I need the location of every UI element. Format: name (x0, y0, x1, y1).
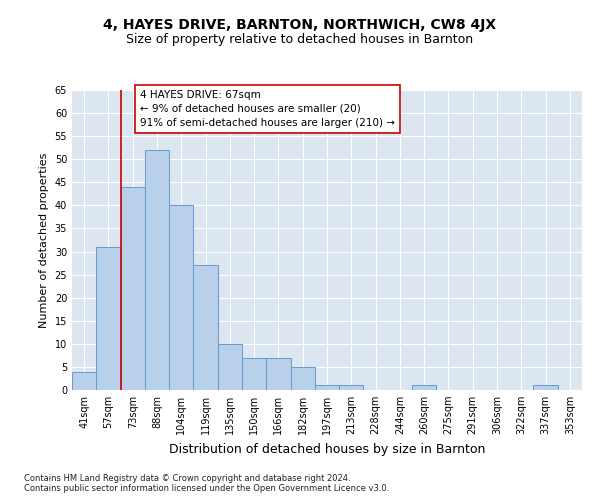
Text: Contains public sector information licensed under the Open Government Licence v3: Contains public sector information licen… (24, 484, 389, 493)
Text: Size of property relative to detached houses in Barnton: Size of property relative to detached ho… (127, 32, 473, 46)
X-axis label: Distribution of detached houses by size in Barnton: Distribution of detached houses by size … (169, 442, 485, 456)
Bar (315, 386, 339, 390)
Text: Contains HM Land Registry data © Crown copyright and database right 2024.: Contains HM Land Registry data © Crown c… (24, 474, 350, 483)
Bar (412, 386, 436, 390)
Bar (266, 358, 290, 390)
Y-axis label: Number of detached properties: Number of detached properties (39, 152, 49, 328)
Bar (121, 187, 145, 390)
Bar (72, 372, 96, 390)
Bar (290, 367, 315, 390)
Bar (193, 266, 218, 390)
Text: 4 HAYES DRIVE: 67sqm
← 9% of detached houses are smaller (20)
91% of semi-detach: 4 HAYES DRIVE: 67sqm ← 9% of detached ho… (140, 90, 395, 128)
Bar (218, 344, 242, 390)
Bar (339, 386, 364, 390)
Bar (533, 386, 558, 390)
Bar (169, 206, 193, 390)
Bar (242, 358, 266, 390)
Text: 4, HAYES DRIVE, BARNTON, NORTHWICH, CW8 4JX: 4, HAYES DRIVE, BARNTON, NORTHWICH, CW8 … (103, 18, 497, 32)
Bar (145, 150, 169, 390)
Bar (96, 247, 121, 390)
